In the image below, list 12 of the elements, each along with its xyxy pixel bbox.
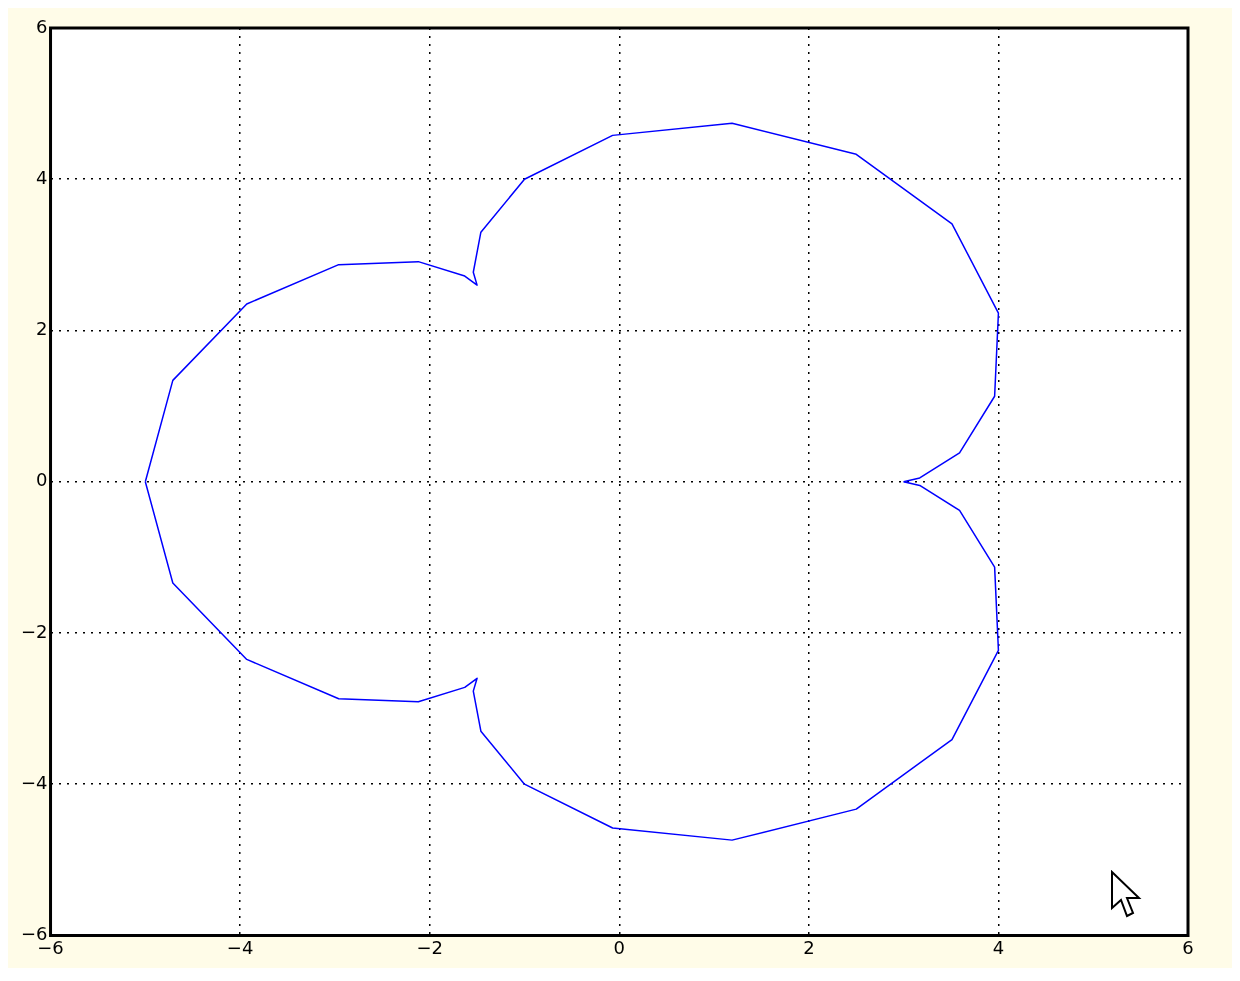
x-tick-label: 0 (613, 936, 625, 958)
x-tick-label: −4 (226, 936, 254, 958)
y-tick-label: −4 (20, 771, 48, 793)
x-tick-label: 6 (1182, 936, 1194, 958)
x-tick-label: 2 (803, 936, 815, 958)
y-tick-label: 0 (36, 469, 48, 491)
x-tick-label: −2 (416, 936, 443, 958)
y-tick-label: 2 (36, 318, 48, 340)
y-tick-label: −2 (20, 620, 48, 642)
y-tick-label: 4 (36, 166, 48, 188)
y-tick-label: 6 (36, 15, 48, 37)
x-tick-label: 4 (992, 936, 1005, 958)
